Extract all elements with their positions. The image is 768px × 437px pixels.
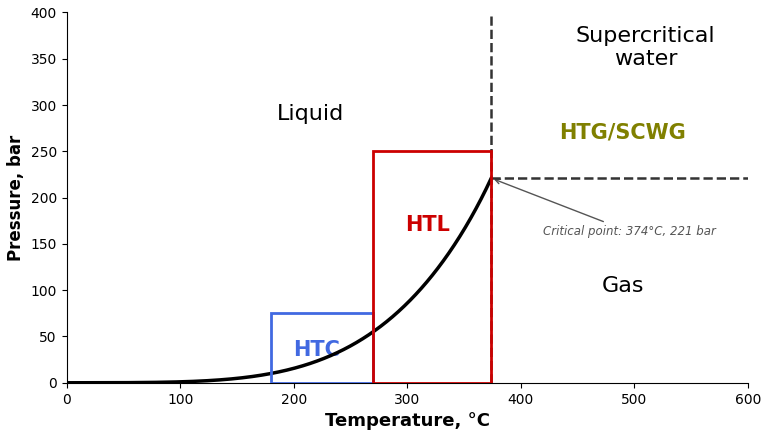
Text: Liquid: Liquid — [276, 104, 344, 124]
Text: Supercritical: Supercritical — [576, 26, 716, 45]
Bar — [271, 313, 373, 383]
Bar — [373, 151, 492, 383]
Y-axis label: Pressure, bar: Pressure, bar — [7, 135, 25, 261]
Text: HTL: HTL — [406, 215, 450, 236]
Text: Gas: Gas — [601, 276, 644, 295]
X-axis label: Temperature, °C: Temperature, °C — [325, 412, 490, 430]
Text: Critical point: 374°C, 221 bar: Critical point: 374°C, 221 bar — [495, 179, 717, 238]
Text: water: water — [614, 49, 677, 69]
Text: HTG/SCWG: HTG/SCWG — [560, 123, 687, 143]
Text: HTC: HTC — [293, 340, 339, 361]
